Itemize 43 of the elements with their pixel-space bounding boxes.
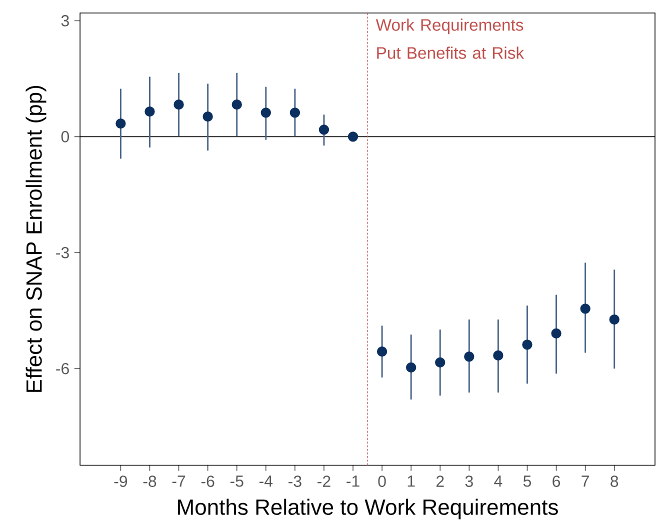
point [290,108,300,118]
point [174,99,184,110]
x-tick-label: -4 [259,476,273,487]
y-tick-label: 3 [61,14,69,26]
x-tick-label: 7 [582,476,589,487]
y-tick-label: 0 [61,130,70,142]
x-tick-label: -2 [318,476,330,487]
point [406,362,416,372]
point [202,111,213,122]
point [116,118,126,128]
point [609,314,620,324]
x-tick-label: -6 [201,476,214,487]
x-tick-label: 0 [378,476,386,487]
point [464,351,474,362]
x-tick-label: -3 [288,476,302,487]
point [522,339,532,350]
point [435,357,446,368]
ref-line-label: Work Requirements Put Benefits at Risk [376,18,524,59]
x-tick-label: 5 [523,476,532,487]
x-tick-label: 1 [408,476,415,487]
x-tick-label: -5 [230,476,244,487]
y-axis-title: Effect on SNAP Enrollment (pp) [26,86,46,392]
x-tick-label: -1 [346,476,360,487]
y-tick-label: -6 [56,362,69,374]
y-tick-label: -3 [56,246,69,258]
x-axis-title: Months Relative to Work Requirements [178,498,558,520]
point [580,303,590,314]
point [232,99,242,110]
x-tick-label: -8 [143,476,156,487]
point [348,131,358,142]
x-tick-label: 6 [552,476,560,487]
x-tick-label: 2 [436,476,444,487]
point [260,108,271,118]
x-tick-label: -7 [172,476,186,487]
x-tick-label: 8 [610,476,618,487]
point [318,124,330,135]
point [551,328,562,338]
x-tick-label: 3 [465,476,473,487]
point [144,106,155,117]
x-tick-label: 4 [494,476,502,487]
x-tick-label: -9 [114,476,128,487]
point [376,346,388,357]
point [493,350,504,360]
